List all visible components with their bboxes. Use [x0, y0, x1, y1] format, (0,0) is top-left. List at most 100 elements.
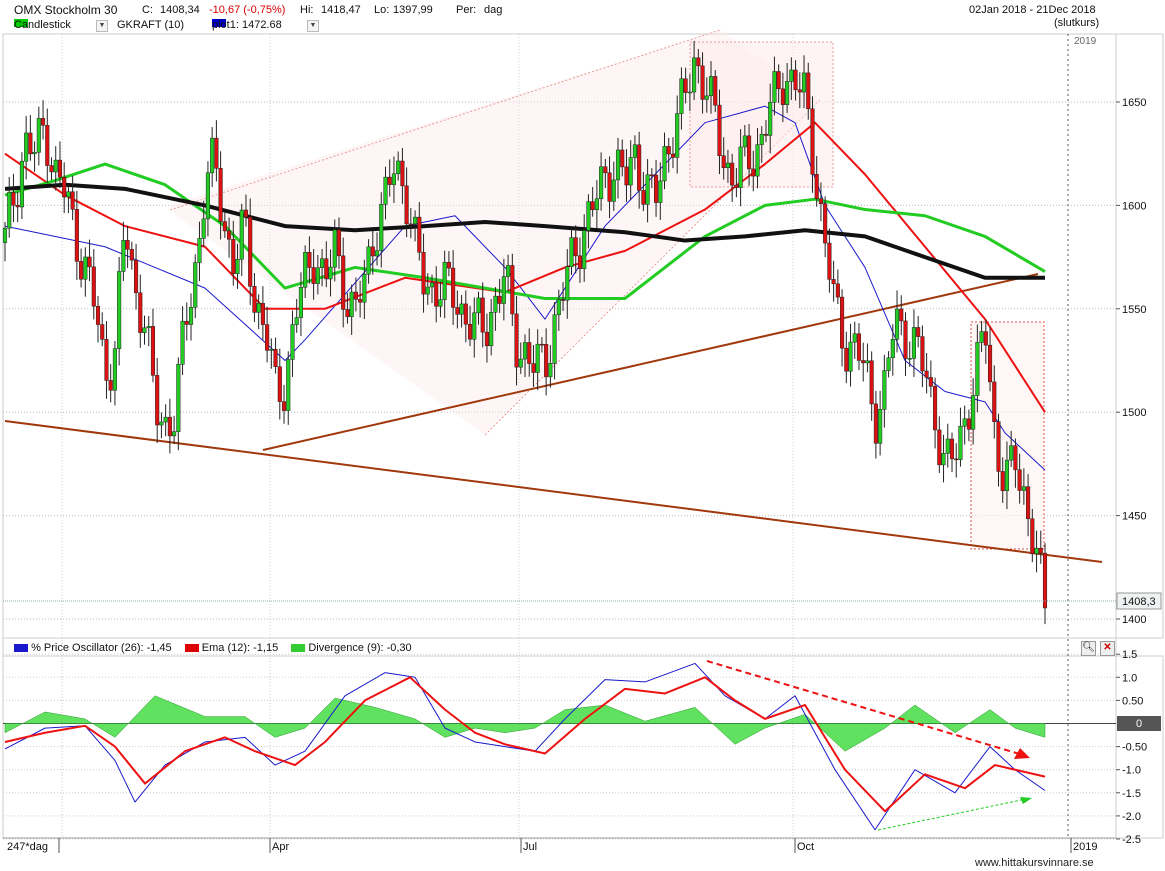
candle-up: [708, 76, 714, 97]
candle-down: [353, 291, 358, 300]
current-price-label: 1408,3: [1122, 596, 1156, 608]
candle-down: [108, 380, 113, 391]
candle-up: [176, 364, 181, 432]
candle-down: [1026, 486, 1031, 520]
candle-up: [772, 71, 777, 103]
oscillator-plot: [4, 662, 1046, 831]
candle-down: [248, 216, 253, 287]
candle-down: [806, 72, 811, 110]
candle-up: [294, 317, 299, 325]
candle-up: [172, 431, 177, 437]
candle-down: [928, 377, 933, 387]
candle-up: [32, 152, 37, 155]
period-value: dag: [484, 4, 503, 16]
candle-up: [941, 453, 946, 466]
candle-up: [594, 198, 599, 211]
candle-up: [328, 266, 333, 280]
year-label: 2019: [1074, 36, 1097, 47]
zoom-icon[interactable]: 🔍︎: [1081, 641, 1096, 656]
vertical-gridlines: [61, 34, 794, 838]
candle-up: [882, 370, 887, 410]
candle-down: [1030, 518, 1035, 555]
candle-down: [721, 155, 726, 168]
candle-down: [624, 166, 629, 186]
candle-down: [670, 153, 676, 158]
candle-down: [307, 252, 312, 268]
candle-down: [949, 438, 955, 460]
candle-down: [404, 185, 409, 225]
divergence-legend-label[interactable]: Divergence (9): -0,30: [308, 642, 412, 654]
candle-up: [611, 179, 616, 202]
candle-down: [1042, 552, 1048, 609]
candle-down: [434, 282, 439, 307]
candle-up: [489, 312, 494, 347]
ppo-legend-label[interactable]: % Price Oscillator (26): -1,45: [31, 642, 172, 654]
candle-up: [493, 295, 498, 313]
legend-candlestick-label: Candlestick: [14, 19, 71, 31]
footer-site[interactable]: www.hittakursvinnare.se: [975, 857, 1094, 869]
candle-up: [971, 395, 976, 430]
price-tick-label: 1600: [1122, 200, 1146, 212]
candle-up: [865, 360, 870, 364]
ema-legend-label[interactable]: Ema (12): -1,15: [201, 642, 279, 654]
candle-down: [654, 174, 659, 203]
candle-down: [252, 286, 257, 313]
period-label: Per:: [456, 4, 477, 16]
candle-down: [28, 132, 33, 155]
low-value: 1397,99: [393, 4, 433, 16]
candle-up: [518, 358, 523, 368]
candle-down: [607, 172, 612, 202]
candle-down: [734, 184, 739, 188]
candle-up: [801, 72, 807, 93]
x-tick-label: Jul: [523, 841, 537, 853]
candle-down: [49, 165, 54, 173]
plot1-dropdown-icon[interactable]: ▼: [307, 20, 319, 32]
osc-zero-tag: [1117, 716, 1161, 731]
candle-up: [615, 149, 621, 181]
channel-lower-dotted: [484, 99, 821, 436]
candle-down: [484, 331, 490, 347]
legend-gkraft-label[interactable]: GKRAFT (10): [117, 19, 185, 31]
close-panel-icon[interactable]: ✕: [1100, 641, 1115, 656]
candle-up: [188, 307, 194, 325]
candle-up: [290, 324, 295, 360]
candle-up: [303, 252, 308, 288]
candlestick-dropdown-icon[interactable]: ▼: [96, 20, 108, 32]
candle-down: [920, 336, 925, 372]
candle-up: [256, 303, 261, 313]
candle-up: [320, 258, 325, 268]
osc-tick-label: -1.0: [1122, 765, 1141, 777]
candle-up: [36, 118, 41, 153]
candle-up: [725, 162, 730, 168]
candle-down: [987, 344, 993, 383]
candle-up: [235, 258, 240, 274]
legend-plot1-label: plot1: 1472.68: [212, 19, 282, 31]
change-value: -10,67 (-0,75%): [209, 4, 286, 16]
candle-down: [218, 168, 223, 222]
candle-up: [890, 339, 895, 359]
candle-down: [573, 237, 578, 257]
candle-down: [840, 296, 845, 349]
candle-down: [933, 386, 938, 431]
price-tick-label: 1650: [1122, 97, 1146, 109]
candle-down: [700, 65, 705, 100]
candle-down: [730, 162, 735, 186]
candle-down: [844, 347, 849, 372]
candle-down: [1017, 469, 1022, 491]
candle-down: [497, 295, 502, 304]
candle-down: [514, 313, 519, 368]
osc-gridlines: [3, 653, 1116, 840]
candle-down: [79, 261, 84, 280]
candle-up: [768, 101, 773, 136]
divergence-swatch: [291, 644, 306, 653]
candle-down: [527, 342, 532, 364]
candle-down: [666, 146, 671, 155]
x-tick-label: Apr: [272, 841, 289, 853]
candle-up: [556, 299, 561, 316]
osc-axis-frame: [1115, 655, 1164, 839]
candle-up: [298, 286, 303, 318]
candle-down: [467, 323, 473, 340]
candle-down: [421, 252, 426, 295]
